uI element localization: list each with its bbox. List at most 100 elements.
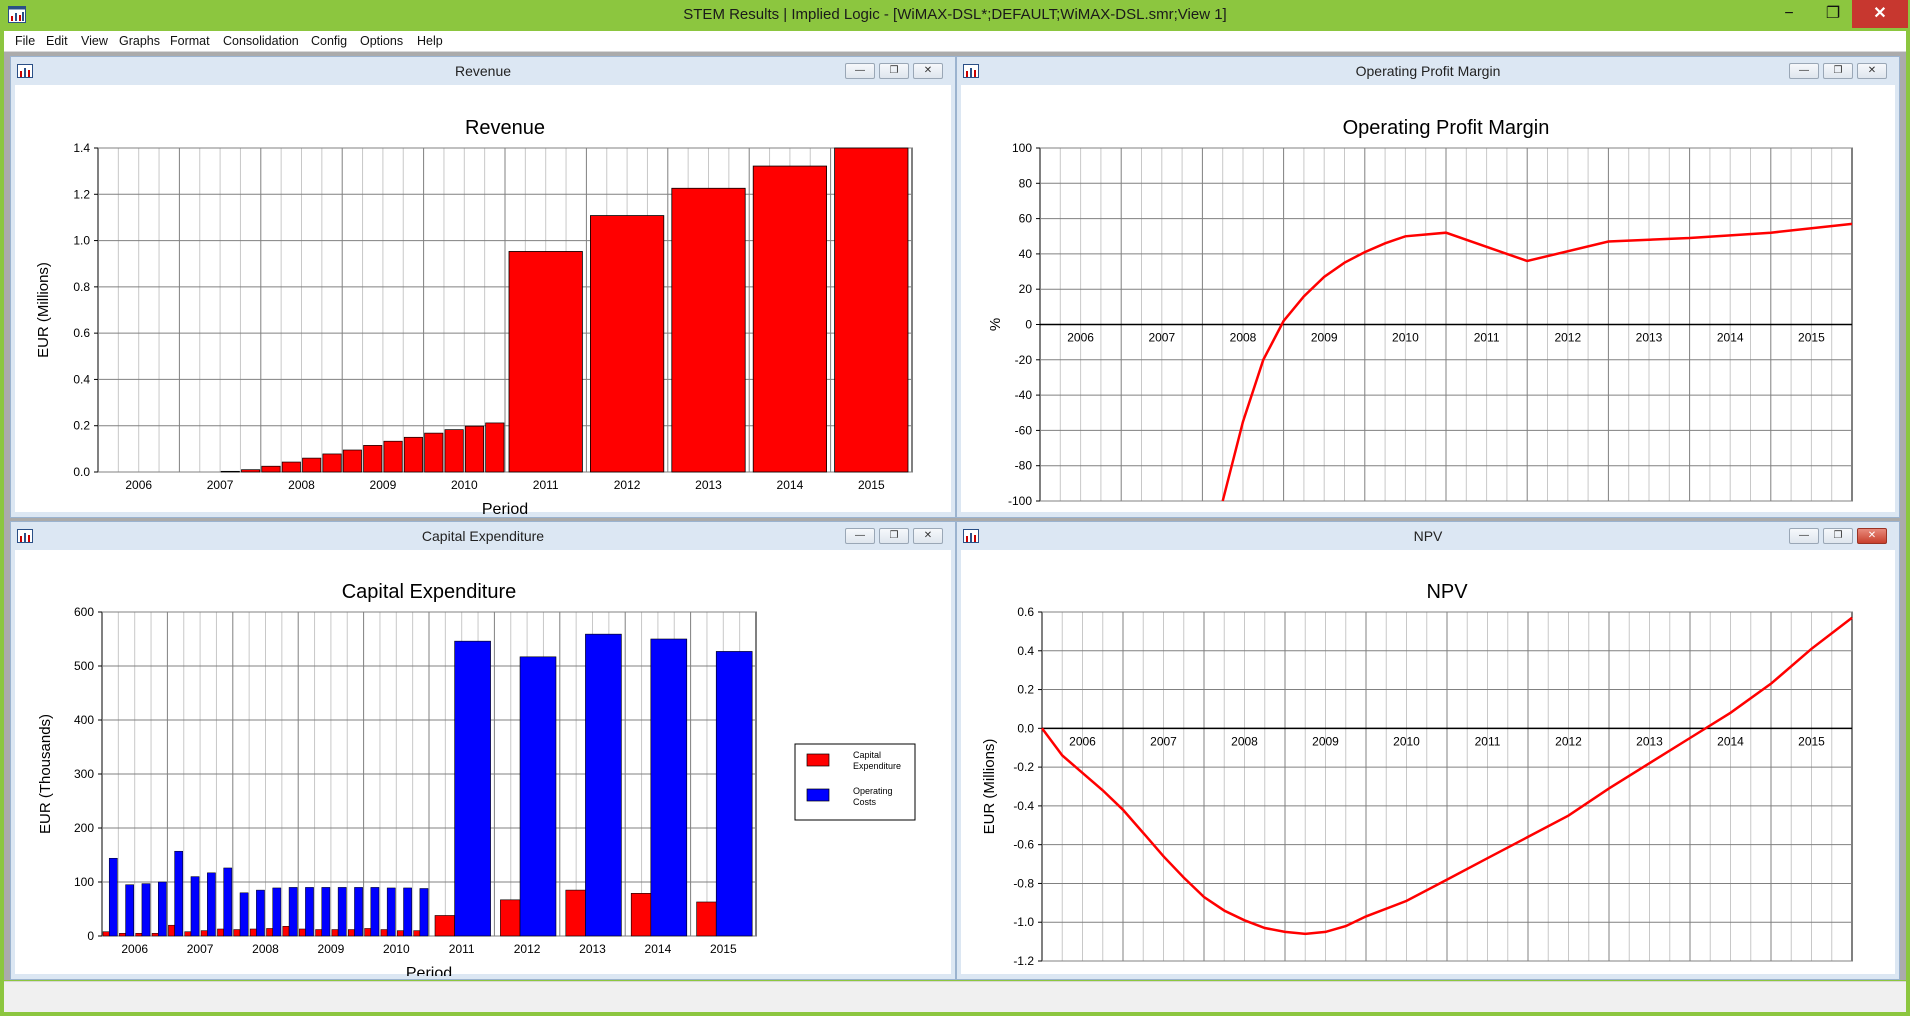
capex-quarter-bar (168, 924, 175, 937)
opm-close-button[interactable]: ✕ (1857, 63, 1887, 79)
opm-minimize-button[interactable]: — (1789, 63, 1819, 79)
legend-swatch-operating-costs (806, 788, 830, 802)
y-tick-label: 200 (74, 821, 94, 835)
revenue-annual-bar (590, 215, 665, 473)
title-bar[interactable]: STEM Results | Implied Logic - [WiMAX-DS… (0, 0, 1910, 30)
capex-minimize-button[interactable]: — (845, 528, 875, 544)
opm-window-title-bar[interactable]: Operating Profit Margin — ❐ ✕ (957, 57, 1899, 85)
y-tick-label: -80 (1015, 459, 1033, 473)
x-category-label: 2008 (288, 478, 315, 492)
capex-quarter-bar (217, 928, 224, 937)
npv-series-line (1040, 616, 1853, 936)
opex-quarter-bar (108, 857, 118, 937)
maximize-button[interactable]: ❐ (1825, 5, 1841, 22)
operating-profit-margin-window[interactable]: Operating Profit Margin — ❐ ✕ 100 80 60 40 2… (956, 56, 1900, 547)
chart-title: Revenue (465, 117, 545, 139)
npv-minimize-button[interactable]: — (1789, 528, 1819, 544)
capex-quarter-bar (119, 933, 126, 937)
capex-annual-bar (565, 889, 586, 937)
close-button[interactable]: ✕ (1852, 0, 1908, 28)
x-category-label: 2015 (710, 942, 737, 956)
x-axis-label: Period (406, 965, 452, 976)
capex-annual-bar (630, 893, 652, 937)
y-tick-label: -0.8 (1013, 876, 1034, 890)
x-category-label: 2006 (121, 942, 148, 956)
chart-icon (963, 64, 979, 78)
revenue-quarter-bar (464, 425, 484, 473)
y-tick-label: 400 (74, 713, 94, 727)
capex-quarter-bar (315, 929, 323, 937)
legend-swatch-capital-expenditure (806, 753, 830, 767)
npv-window[interactable]: NPV — ❐ ✕ 0.6 0.4 0.2 0.0 -0.2 -0.4 -0.6 -0.8 -1… (956, 521, 1900, 1007)
menu-graphs[interactable]: Graphs (119, 34, 160, 48)
menu-view[interactable]: View (81, 34, 108, 48)
y-axis-label: EUR (Thousands) (37, 714, 54, 834)
revenue-window[interactable]: Revenue — ❐ ✕ 0.0 0.2 0.4 0.6 0.8 1.0 1.2 1.4 Re… (10, 56, 956, 518)
capex-quarter-bar (200, 930, 208, 937)
capex-restore-button[interactable]: ❐ (879, 528, 909, 544)
capex-close-button[interactable]: ✕ (913, 528, 943, 544)
x-category-label: 2011 (1474, 331, 1500, 345)
opex-annual-bar (454, 640, 491, 937)
y-tick-label: 0 (87, 929, 94, 943)
y-tick-label: -1.0 (1013, 915, 1034, 929)
minimize-button[interactable]: − (1784, 5, 1794, 22)
menu-help[interactable]: Help (417, 34, 443, 48)
revenue-window-title-bar[interactable]: Revenue — ❐ ✕ (11, 57, 955, 85)
legend-label-operating-costs-line1: Operating (853, 786, 893, 796)
menu-format[interactable]: Format (170, 34, 210, 48)
x-category-label: 2012 (614, 478, 641, 492)
npv-restore-button[interactable]: ❐ (1823, 528, 1853, 544)
y-tick-label: -0.6 (1013, 838, 1034, 852)
x-category-label: 2015 (1798, 734, 1825, 748)
revenue-quarter-bar (302, 457, 322, 473)
capex-quarter-bar (233, 929, 241, 937)
menu-consolidation[interactable]: Consolidation (223, 34, 299, 48)
npv-window-title-bar[interactable]: NPV — ❐ ✕ (957, 522, 1899, 550)
revenue-quarter-bar (241, 469, 261, 473)
menu-config[interactable]: Config (311, 34, 348, 48)
capital-expenditure-window[interactable]: Capital Expenditure — ❐ ✕ 0 100 200 300 400 5… (10, 521, 956, 982)
x-category-label: 2006 (1069, 734, 1096, 748)
y-tick-label: -20 (1015, 353, 1033, 367)
opm-series-line (1221, 222, 1853, 502)
capex-window-title-bar[interactable]: Capital Expenditure — ❐ ✕ (11, 522, 955, 550)
opex-quarter-bar (403, 887, 412, 937)
app-chart-icon[interactable] (8, 6, 26, 23)
x-category-label: 2006 (125, 478, 152, 492)
menu-options[interactable]: Options (360, 34, 404, 48)
capex-quarter-bar (266, 928, 273, 937)
revenue-minimize-button[interactable]: — (845, 63, 875, 79)
capex-chart: 0 100 200 300 400 500 600 Capital Expenditure EU… (37, 581, 916, 982)
menu-edit[interactable]: Edit (46, 34, 68, 48)
revenue-annual-bar (834, 147, 909, 473)
x-category-label: 2014 (1717, 331, 1744, 345)
y-tick-label: -40 (1015, 388, 1033, 402)
opex-annual-bar (650, 638, 688, 937)
x-category-label: 2010 (1392, 331, 1419, 345)
opex-quarter-bar (419, 888, 429, 937)
x-category-label: 2008 (1231, 734, 1258, 748)
revenue-quarter-bar (424, 432, 444, 473)
opex-quarter-bar (370, 887, 380, 937)
y-tick-label: 0.4 (1017, 644, 1034, 658)
y-tick-label: 20 (1019, 282, 1033, 296)
y-tick-label: 80 (1019, 176, 1033, 190)
x-category-label: 2008 (1230, 331, 1257, 345)
x-category-label: 2013 (1636, 331, 1663, 345)
capex-quarter-bar (397, 930, 404, 937)
x-category-label: 2012 (1554, 331, 1581, 345)
x-category-label: 2010 (383, 942, 410, 956)
opex-quarter-bar (337, 887, 347, 937)
revenue-close-button[interactable]: ✕ (913, 63, 943, 79)
opex-quarter-bar (239, 892, 249, 937)
npv-close-button[interactable]: ✕ (1857, 528, 1887, 544)
npv-chart: 0.6 0.4 0.2 0.0 -0.2 -0.4 -0.6 -0.8 -1.0 -1.2 NPV E… (981, 581, 1853, 1007)
revenue-restore-button[interactable]: ❐ (879, 63, 909, 79)
revenue-quarter-bar (220, 470, 240, 473)
menu-file[interactable]: File (15, 34, 36, 48)
x-category-label: 2009 (370, 478, 397, 492)
y-tick-label: 1.4 (73, 141, 90, 155)
opm-restore-button[interactable]: ❐ (1823, 63, 1853, 79)
y-tick-label: 0.0 (73, 465, 90, 479)
